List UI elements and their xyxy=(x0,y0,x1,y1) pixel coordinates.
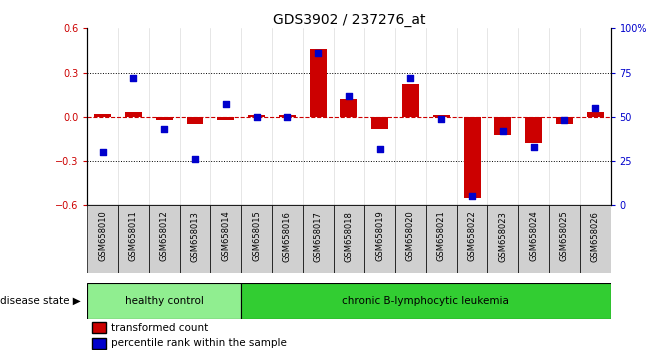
Point xyxy=(559,118,570,123)
Text: GSM658016: GSM658016 xyxy=(283,211,292,262)
Bar xyxy=(402,84,419,117)
Point xyxy=(590,105,601,111)
Text: GSM658025: GSM658025 xyxy=(560,211,569,262)
Bar xyxy=(125,113,142,117)
Bar xyxy=(156,117,172,120)
FancyBboxPatch shape xyxy=(211,205,241,273)
Text: GSM658021: GSM658021 xyxy=(437,211,446,262)
Point xyxy=(374,146,385,152)
Text: GSM658017: GSM658017 xyxy=(313,211,323,262)
Point xyxy=(128,75,139,81)
Text: GSM658013: GSM658013 xyxy=(191,211,199,262)
Point xyxy=(313,50,323,56)
Text: GSM658011: GSM658011 xyxy=(129,211,138,262)
Point xyxy=(467,194,478,199)
Text: GSM658015: GSM658015 xyxy=(252,211,261,262)
FancyBboxPatch shape xyxy=(487,205,518,273)
Point xyxy=(190,156,201,162)
FancyBboxPatch shape xyxy=(272,205,303,273)
Bar xyxy=(279,115,296,117)
Bar xyxy=(187,117,203,124)
Bar xyxy=(464,117,480,198)
Text: GSM658026: GSM658026 xyxy=(590,211,600,262)
Text: GSM658010: GSM658010 xyxy=(98,211,107,262)
Bar xyxy=(340,99,358,117)
Text: GSM658023: GSM658023 xyxy=(499,211,507,262)
Text: GSM658019: GSM658019 xyxy=(375,211,384,262)
Text: GSM658018: GSM658018 xyxy=(344,211,354,262)
FancyBboxPatch shape xyxy=(549,205,580,273)
Text: disease state ▶: disease state ▶ xyxy=(0,296,81,306)
Bar xyxy=(433,115,450,117)
FancyBboxPatch shape xyxy=(87,283,241,319)
Point xyxy=(344,93,354,98)
FancyBboxPatch shape xyxy=(180,205,211,273)
Point xyxy=(405,75,416,81)
FancyBboxPatch shape xyxy=(241,283,611,319)
Point xyxy=(220,102,231,107)
Point xyxy=(282,114,293,120)
Point xyxy=(251,114,262,120)
Text: GSM658012: GSM658012 xyxy=(160,211,168,262)
Bar xyxy=(248,115,265,117)
Text: GSM658020: GSM658020 xyxy=(406,211,415,262)
Bar xyxy=(309,49,327,117)
FancyBboxPatch shape xyxy=(457,205,487,273)
Bar xyxy=(495,117,511,135)
FancyBboxPatch shape xyxy=(580,205,611,273)
FancyBboxPatch shape xyxy=(241,205,272,273)
FancyBboxPatch shape xyxy=(149,205,180,273)
Text: transformed count: transformed count xyxy=(111,322,208,332)
FancyBboxPatch shape xyxy=(303,205,333,273)
Bar xyxy=(525,117,542,143)
FancyBboxPatch shape xyxy=(395,205,426,273)
Text: percentile rank within the sample: percentile rank within the sample xyxy=(111,338,287,348)
Text: GSM658022: GSM658022 xyxy=(468,211,476,262)
Point xyxy=(97,149,108,155)
Point xyxy=(159,126,170,132)
Bar xyxy=(217,117,234,120)
FancyBboxPatch shape xyxy=(518,205,549,273)
FancyBboxPatch shape xyxy=(87,205,118,273)
Bar xyxy=(371,117,388,129)
Title: GDS3902 / 237276_at: GDS3902 / 237276_at xyxy=(272,13,425,27)
Bar xyxy=(586,113,604,117)
Text: GSM658024: GSM658024 xyxy=(529,211,538,262)
FancyBboxPatch shape xyxy=(93,338,105,349)
Text: chronic B-lymphocytic leukemia: chronic B-lymphocytic leukemia xyxy=(342,296,509,306)
Bar xyxy=(556,117,573,124)
Text: healthy control: healthy control xyxy=(125,296,203,306)
FancyBboxPatch shape xyxy=(118,205,149,273)
FancyBboxPatch shape xyxy=(364,205,395,273)
Point xyxy=(436,116,447,121)
Point xyxy=(497,128,508,134)
Bar xyxy=(94,114,111,117)
FancyBboxPatch shape xyxy=(426,205,457,273)
FancyBboxPatch shape xyxy=(93,322,105,333)
FancyBboxPatch shape xyxy=(333,205,364,273)
Point xyxy=(528,144,539,150)
Text: GSM658014: GSM658014 xyxy=(221,211,230,262)
